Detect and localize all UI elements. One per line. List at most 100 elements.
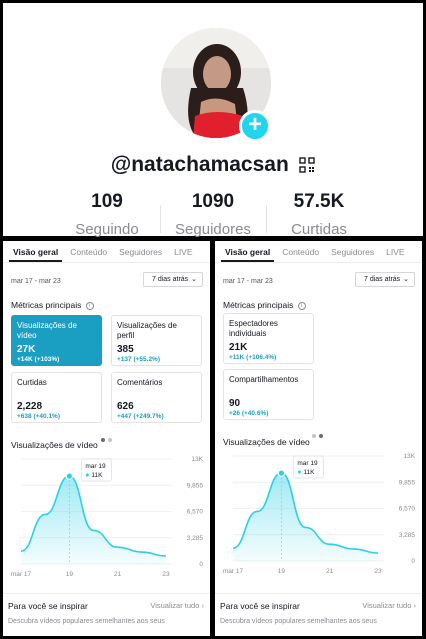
tooltip-dot (297, 470, 301, 474)
carousel-dot[interactable] (319, 434, 323, 438)
data-point (277, 469, 286, 477)
series-line (20, 475, 167, 557)
metric-delta: +26 (+40.6%) (229, 410, 269, 417)
metric-delta: +11K (+106.4%) (229, 354, 277, 361)
stat-following[interactable]: 109 Seguindo (54, 191, 160, 238)
avatar-photo (161, 28, 271, 138)
metric-card-video-views[interactable]: Visualizações de vídeo 27K +14K (+103%) (11, 315, 102, 366)
metric-label: Espectadores individuais (229, 319, 278, 338)
metric-card-shares[interactable]: Compartilhamentos 90 +26 (+40.6%) (223, 369, 314, 420)
avatar-wrap[interactable]: + (161, 28, 271, 142)
tab-live[interactable]: LIVE (386, 247, 405, 257)
tooltip-value: 11K (91, 472, 103, 479)
x-tick-label: 21 (326, 568, 334, 575)
date-range: mar 17 - mar 23 (11, 278, 61, 285)
y-tick-label: 3,285 (399, 532, 416, 539)
y-tick-label: 6,570 (187, 509, 204, 516)
carousel-dots (101, 429, 121, 442)
chevron-down-icon: ⌄ (403, 276, 409, 283)
analytics-panel-left: Visão geral Conteúdo Seguidores LIVE mar… (3, 241, 210, 636)
x-tick-label: 19 (278, 568, 286, 575)
video-views-chart[interactable]: 13K 9,855 6,570 3,285 0 mar 19 11K mar 17 19 21 23 (215, 448, 422, 583)
y-tick-label: 3,285 (187, 535, 204, 542)
section-title-text: Métricas principais (11, 300, 82, 310)
tooltip-date: mar 19 (85, 463, 106, 470)
y-tick-label: 13K (403, 453, 415, 460)
metric-label: Comentários (117, 378, 163, 387)
metric-value: 626 (117, 401, 134, 412)
stat-likes[interactable]: 57.5K Curtidas (266, 191, 372, 238)
metric-label: Visualizações de vídeo (17, 321, 77, 340)
area-fill (233, 473, 378, 561)
inspire-subtitle: Descubra vídeos populares semelhantes ao… (220, 618, 377, 625)
section-title: Métricas principais i (3, 300, 210, 312)
y-tick-label: 6,570 (399, 506, 416, 513)
view-all-label: Visualizar tudo (362, 601, 412, 610)
metric-delta: +638 (+40.1%) (17, 413, 61, 420)
x-tick-label: mar 17 (223, 568, 244, 575)
section-title: Métricas principais i (215, 300, 422, 312)
tooltip-dot (85, 473, 89, 477)
carousel-dot[interactable] (312, 434, 316, 438)
tab-content[interactable]: Conteúdo (70, 247, 108, 257)
chevron-right-icon: › (201, 601, 205, 610)
carousel-dot[interactable] (101, 438, 105, 442)
stat-label: Curtidas (291, 221, 347, 238)
range-select[interactable]: 7 dias atrás ⌄ (355, 272, 415, 287)
stat-followers[interactable]: 1090 Seguidores (160, 191, 266, 238)
username: @natachamacsan (110, 153, 289, 176)
chart-title: Visualizações de vídeo (223, 437, 310, 447)
tab-overview[interactable]: Visão geral (221, 241, 275, 262)
tab-content[interactable]: Conteúdo (282, 247, 320, 257)
carousel-dots (312, 425, 332, 438)
tab-overview[interactable]: Visão geral (9, 241, 63, 262)
range-select-label: 7 dias atrás (152, 276, 189, 283)
metric-value: 27K (17, 344, 36, 355)
metric-value: 90 (229, 398, 241, 409)
info-icon[interactable]: i (85, 301, 94, 310)
view-all-label: Visualizar tudo (150, 601, 200, 610)
metric-value: 2,228 (17, 401, 43, 412)
metric-value: 21K (229, 342, 248, 353)
inspire-section: Para você se inspirar Visualizar tudo › … (215, 593, 422, 636)
date-range: mar 17 - mar 23 (223, 278, 273, 285)
inspire-title: Para você se inspirar (220, 601, 300, 611)
y-tick-label: 9,855 (187, 482, 204, 489)
tab-followers[interactable]: Seguidores (119, 247, 163, 257)
stat-label: Seguindo (75, 221, 139, 238)
area-fill (21, 476, 166, 564)
inspire-subtitle: Descubra vídeos populares semelhantes ao… (8, 618, 165, 625)
metric-label: Curtidas (17, 378, 47, 387)
stat-value: 109 (91, 191, 123, 212)
avatar[interactable] (161, 28, 271, 138)
x-tick-label: 19 (66, 571, 74, 578)
tab-live[interactable]: LIVE (174, 247, 193, 257)
metric-delta: +137 (+55.2%) (117, 356, 161, 363)
qr-code-icon[interactable] (299, 157, 315, 173)
chevron-right-icon: › (413, 601, 417, 610)
x-tick-label: 21 (114, 571, 122, 578)
metric-card-comments[interactable]: Comentários 626 +447 (+249.7%) (111, 372, 202, 423)
metric-card-likes[interactable]: Curtidas 2,228 +638 (+40.1%) (11, 372, 102, 423)
metric-card-profile-views[interactable]: Visualizações de perfil 385 +137 (+55.2%… (111, 315, 202, 366)
tooltip-box (80, 458, 112, 482)
stat-value: 57.5K (293, 191, 345, 212)
carousel-dot[interactable] (108, 438, 112, 442)
stat-value: 1090 (191, 191, 235, 212)
metric-card-unique-viewers[interactable]: Espectadores individuais 21K +11K (+106.… (223, 313, 314, 364)
tab-followers[interactable]: Seguidores (331, 247, 375, 257)
range-select[interactable]: 7 dias atrás ⌄ (143, 272, 203, 287)
stat-label: Seguidores (175, 221, 251, 238)
view-all-link[interactable]: Visualizar tudo › (150, 601, 204, 610)
metric-delta: +14K (+103%) (17, 356, 60, 363)
tooltip-value: 11K (303, 469, 315, 476)
range-select-label: 7 dias atrás (364, 276, 401, 283)
x-tick-label: 23 (374, 568, 382, 575)
chevron-down-icon: ⌄ (191, 276, 197, 283)
video-views-chart[interactable]: 13K 9,855 6,570 3,285 0 mar 19 11K mar 17 19 21 23 (3, 451, 210, 586)
add-follow-button[interactable]: + (239, 110, 271, 142)
info-icon[interactable]: i (297, 301, 306, 310)
tooltip-box (292, 455, 324, 479)
y-tick-label: 0 (199, 561, 203, 568)
view-all-link[interactable]: Visualizar tudo › (362, 601, 416, 610)
